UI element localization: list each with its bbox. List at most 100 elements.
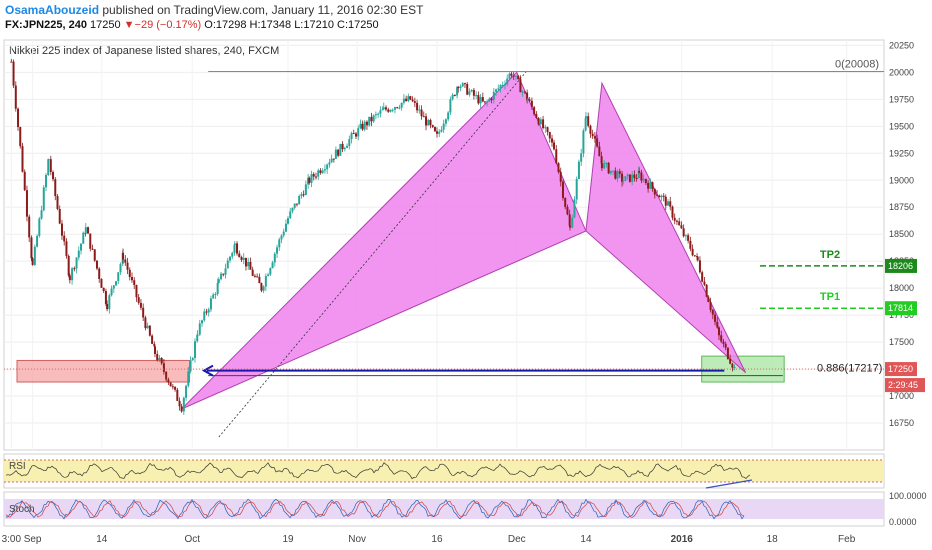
candle-body	[716, 321, 719, 328]
candle-body	[251, 269, 254, 276]
candle-body	[660, 195, 663, 198]
candle-body	[348, 139, 351, 146]
candle-body	[720, 335, 723, 342]
tp2-price-tag: 18206	[888, 261, 913, 271]
author-link[interactable]: OsamaAbouzeid	[5, 3, 100, 17]
candle-body	[142, 307, 145, 318]
candle-body	[273, 253, 276, 263]
candle-body	[381, 109, 384, 111]
candle-body	[658, 195, 661, 198]
candle-body	[561, 181, 564, 198]
candle-body	[47, 159, 50, 161]
y-axis: 20250 20000 19750 19500 19250 19000 18750 18500…	[885, 40, 925, 428]
candle-body	[709, 301, 712, 310]
candle-body	[75, 257, 78, 269]
fib-886-label: 0.886(17217)	[817, 363, 882, 375]
candle-body	[368, 116, 371, 126]
candle-body	[635, 177, 638, 179]
candle-body	[244, 257, 247, 267]
candle-body	[264, 276, 267, 287]
candle-body	[291, 207, 294, 212]
published-text: published on TradingView.com, January 11…	[102, 3, 424, 17]
candle-body	[339, 143, 342, 156]
candle-body	[440, 129, 443, 132]
candle-body	[148, 325, 151, 336]
candle-body	[319, 170, 322, 173]
candle-body	[479, 97, 482, 104]
candle-body	[68, 275, 71, 281]
candle-body	[596, 138, 599, 147]
candle-body	[205, 311, 208, 313]
candle-body	[374, 114, 377, 116]
candle-body	[89, 233, 92, 249]
candle-body	[472, 89, 475, 96]
candle-body	[201, 320, 204, 324]
candle-body	[233, 243, 236, 246]
candle-body	[481, 97, 484, 102]
candle-body	[359, 123, 362, 129]
candle-body	[603, 163, 606, 169]
candle-body	[65, 241, 68, 256]
candle-body	[361, 123, 364, 130]
candle-body	[42, 187, 45, 211]
candle-body	[580, 153, 583, 162]
candle-body	[180, 406, 183, 412]
target-arrow-head	[201, 364, 214, 377]
rsi-indicator	[4, 459, 884, 489]
candle-body	[247, 261, 250, 267]
candle-body	[497, 88, 500, 90]
candle-body	[533, 107, 536, 115]
candle-body	[193, 341, 196, 358]
candle-body	[238, 253, 241, 258]
candle-body	[555, 149, 558, 164]
candle-body	[63, 235, 66, 242]
candle-body	[444, 119, 447, 124]
candle-body	[618, 171, 621, 174]
candle-body	[575, 178, 578, 200]
candle-body	[156, 353, 159, 361]
stoch-d-line	[5, 500, 745, 518]
candle-body	[253, 275, 256, 277]
candle-body	[449, 99, 452, 113]
candle-body	[19, 127, 22, 147]
candle-body	[133, 280, 136, 286]
candle-body	[45, 174, 48, 188]
candle-body	[258, 276, 261, 284]
candle-body	[370, 116, 373, 122]
candle-body	[621, 173, 624, 182]
symbol-label[interactable]: FX:JPN225, 240	[5, 19, 87, 31]
rsi-divergence-line	[705, 479, 753, 489]
candle-body	[269, 268, 272, 275]
candle-body	[372, 115, 375, 122]
candle-body	[357, 128, 360, 137]
candle-body	[514, 75, 517, 77]
candle-body	[267, 274, 270, 277]
candle-body	[396, 107, 399, 109]
candle-body	[427, 120, 430, 126]
y-tick-label: 18750	[889, 202, 914, 212]
candle-body	[667, 201, 670, 206]
candle-body	[675, 220, 678, 222]
candle-body	[191, 357, 194, 361]
candle-body	[352, 133, 355, 135]
candle-body	[293, 203, 296, 208]
x-tick-label: Dec	[508, 534, 526, 545]
candle-body	[605, 162, 608, 164]
candle-body	[308, 177, 311, 183]
candle-body	[413, 101, 416, 103]
candle-body	[466, 84, 469, 95]
candle-body	[402, 98, 405, 103]
price-chart[interactable]: Nikkei 225 index of Japanese listed shar…	[0, 36, 932, 550]
candle-body	[260, 283, 263, 291]
candle-body	[182, 397, 185, 412]
candle-body	[519, 79, 522, 93]
candle-body	[343, 147, 346, 150]
candle-body	[442, 123, 445, 130]
tp2-label: TP2	[820, 249, 840, 261]
y-tick-label: 20000	[889, 67, 914, 77]
candle-body	[559, 172, 562, 182]
high-value: H:17348	[249, 19, 292, 31]
candle-body	[669, 201, 672, 207]
candle-body	[457, 87, 460, 89]
candle-body	[385, 107, 388, 110]
